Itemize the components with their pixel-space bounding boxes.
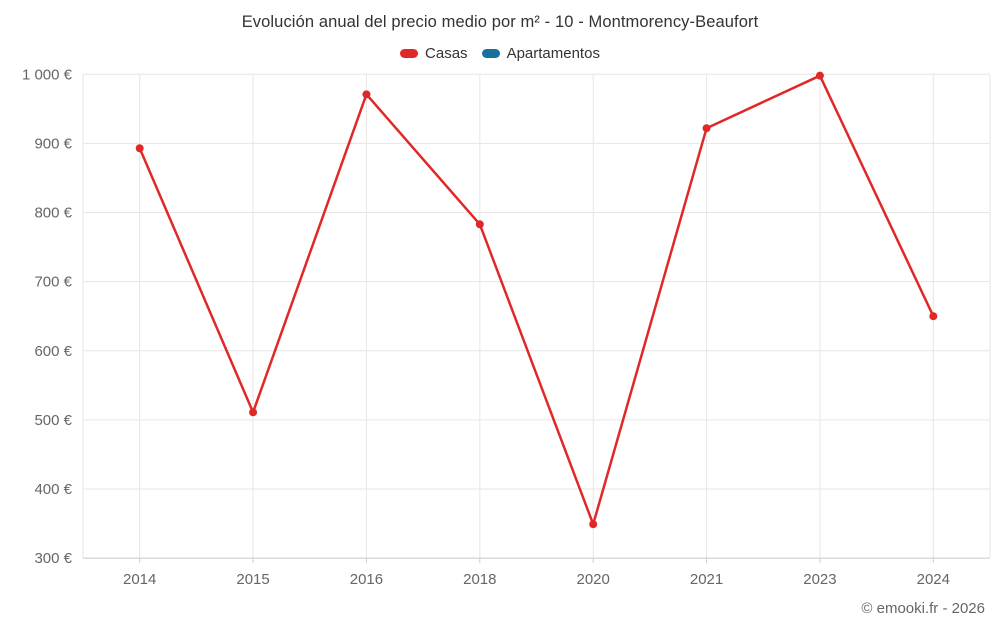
y-axis-label: 300 €: [34, 550, 72, 567]
data-point-casas[interactable]: [815, 71, 824, 80]
x-axis-label: 2015: [236, 571, 269, 588]
legend-swatch-casas-icon: [400, 49, 419, 58]
y-axis-label: 600 €: [34, 343, 72, 360]
y-axis-label: 400 €: [34, 481, 72, 498]
y-axis-label: 500 €: [34, 412, 72, 429]
data-point-casas[interactable]: [702, 124, 711, 133]
legend-item-apartamentos[interactable]: Apartamentos: [481, 45, 600, 62]
x-axis-label: 2023: [803, 571, 836, 588]
legend-swatch-apartamentos-icon: [481, 49, 500, 58]
legend-label-apartamentos: Apartamentos: [506, 45, 600, 62]
x-axis-label: 2024: [917, 571, 950, 588]
data-point-casas[interactable]: [475, 220, 484, 229]
data-point-casas[interactable]: [135, 144, 144, 153]
data-point-casas[interactable]: [362, 90, 371, 99]
data-point-casas[interactable]: [249, 408, 258, 417]
legend-label-casas: Casas: [425, 45, 468, 62]
credit-text: © emooki.fr - 2026: [861, 600, 985, 617]
y-axis-label: 1 000 €: [22, 66, 73, 83]
x-axis-label: 2016: [350, 571, 383, 588]
x-axis-label: 2021: [690, 571, 723, 588]
legend-item-casas[interactable]: Casas: [400, 45, 468, 62]
y-axis-label: 800 €: [34, 205, 72, 222]
y-axis-label: 700 €: [34, 274, 72, 291]
x-axis-label: 2014: [123, 571, 156, 588]
x-axis-label: 2020: [577, 571, 610, 588]
x-axis-label: 2018: [463, 571, 496, 588]
data-point-casas[interactable]: [929, 312, 938, 321]
chart-title: Evolución anual del precio medio por m² …: [241, 13, 759, 31]
data-point-casas[interactable]: [589, 520, 598, 529]
series-line-casas: [138, 74, 935, 526]
legend: Casas Apartamentos: [0, 45, 1000, 62]
y-axis-label: 900 €: [34, 135, 72, 152]
